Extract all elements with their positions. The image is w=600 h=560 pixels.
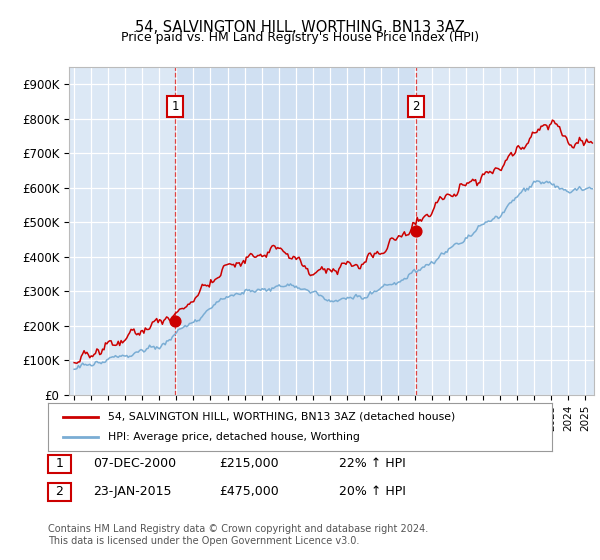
Text: 07-DEC-2000: 07-DEC-2000	[93, 458, 176, 470]
Text: 1: 1	[55, 458, 64, 470]
Text: 54, SALVINGTON HILL, WORTHING, BN13 3AZ: 54, SALVINGTON HILL, WORTHING, BN13 3AZ	[135, 20, 465, 35]
Text: 20% ↑ HPI: 20% ↑ HPI	[339, 486, 406, 498]
Text: 54, SALVINGTON HILL, WORTHING, BN13 3AZ (detached house): 54, SALVINGTON HILL, WORTHING, BN13 3AZ …	[109, 412, 456, 422]
Text: 23-JAN-2015: 23-JAN-2015	[93, 486, 172, 498]
Point	[412, 227, 421, 236]
Point	[170, 316, 180, 325]
Text: Price paid vs. HM Land Registry's House Price Index (HPI): Price paid vs. HM Land Registry's House …	[121, 31, 479, 44]
Bar	[175, 67, 416, 395]
Text: 2: 2	[412, 100, 420, 113]
Text: 1: 1	[172, 100, 179, 113]
Text: 2: 2	[55, 486, 64, 498]
Text: £215,000: £215,000	[219, 458, 278, 470]
Text: £475,000: £475,000	[219, 486, 279, 498]
Text: HPI: Average price, detached house, Worthing: HPI: Average price, detached house, Wort…	[109, 432, 361, 442]
Text: 22% ↑ HPI: 22% ↑ HPI	[339, 458, 406, 470]
Text: Contains HM Land Registry data © Crown copyright and database right 2024.
This d: Contains HM Land Registry data © Crown c…	[48, 524, 428, 546]
